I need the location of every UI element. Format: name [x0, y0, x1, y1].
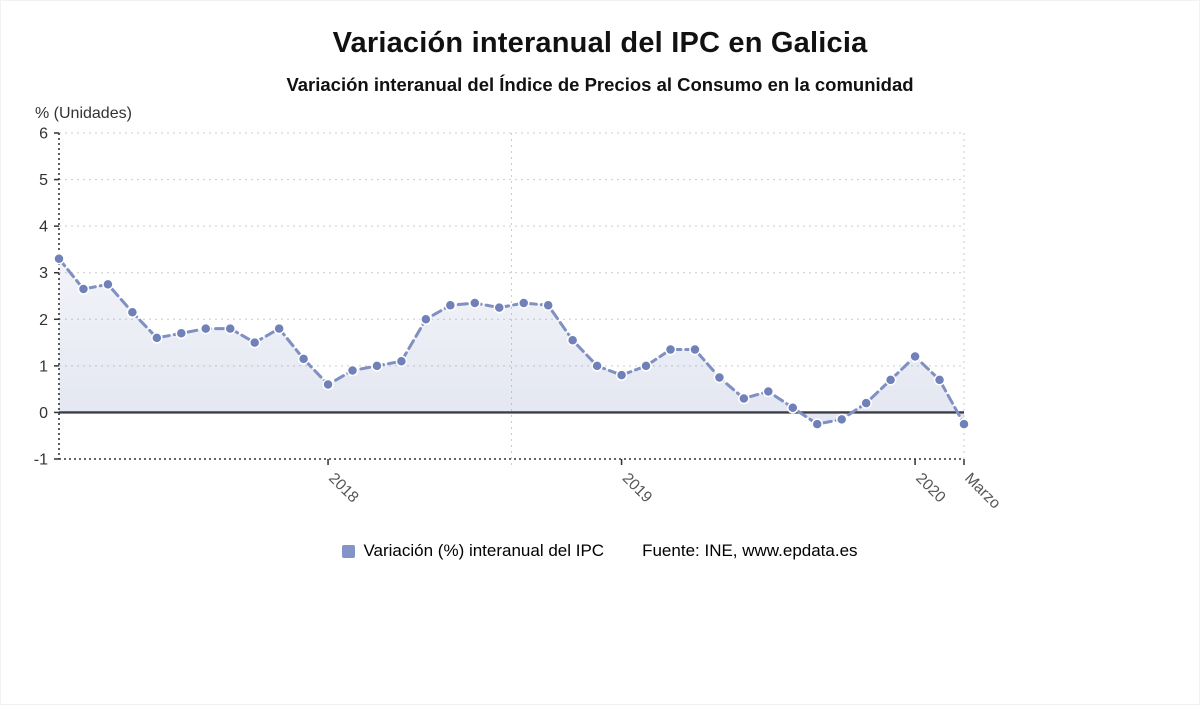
data-point-marker	[811, 418, 823, 430]
data-point-marker	[493, 301, 506, 314]
data-point-marker	[224, 322, 236, 335]
data-point-marker	[738, 392, 750, 405]
data-point-marker	[126, 306, 139, 319]
y-axis-unit-label: % (Unidades)	[35, 105, 132, 122]
x-axis-tick-label: Marzo	[961, 470, 1003, 512]
data-point-marker	[444, 299, 457, 312]
data-point-marker	[689, 343, 701, 356]
legend-marker-square-icon	[342, 544, 356, 558]
y-axis-tick-label: 2	[39, 312, 48, 329]
data-point-marker	[77, 283, 90, 295]
data-point-marker	[102, 278, 114, 291]
data-point-marker	[958, 418, 970, 430]
y-axis-tick-label: 5	[39, 172, 48, 189]
data-point-marker	[591, 360, 603, 372]
y-axis-tick-label: -1	[34, 452, 48, 469]
data-point-marker	[640, 360, 652, 372]
data-point-marker	[542, 299, 554, 312]
y-axis-tick-label: 0	[39, 405, 48, 422]
data-point-marker	[53, 252, 65, 265]
data-point-marker	[248, 336, 261, 349]
legend-item-ipc[interactable]: Variación (%) interanual del IPC	[342, 541, 604, 561]
chart-title: Variación interanual del IPC en Galicia	[332, 27, 868, 59]
data-point-marker	[884, 374, 897, 386]
data-point-marker	[322, 378, 334, 391]
data-point-marker	[371, 360, 383, 372]
data-point-marker	[762, 385, 775, 398]
source-attribution: Fuente: INE, www.epdata.es	[642, 541, 858, 560]
data-point-marker	[909, 350, 921, 363]
y-axis-tick-label: 1	[39, 358, 48, 375]
data-point-marker	[835, 413, 848, 426]
data-point-marker	[517, 297, 530, 309]
legend-row: Variación (%) interanual del IPC Fuente:…	[1, 541, 1199, 561]
chart-subtitle: Variación interanual del Índice de Preci…	[286, 74, 914, 95]
data-point-marker	[615, 369, 628, 381]
y-axis-tick-label: 6	[39, 126, 48, 143]
x-axis-tick-label: 2019	[619, 470, 655, 506]
data-point-marker	[273, 322, 285, 335]
data-point-marker	[713, 371, 726, 384]
data-point-marker	[566, 334, 579, 346]
x-axis-tick-label: 2020	[912, 470, 949, 507]
data-point-marker	[200, 322, 212, 335]
data-point-marker	[469, 297, 481, 309]
data-point-marker	[346, 364, 359, 377]
data-point-marker	[151, 332, 163, 344]
y-axis-tick-label: 3	[39, 265, 48, 282]
data-point-marker	[420, 313, 432, 326]
data-point-marker	[175, 327, 188, 340]
data-point-marker	[395, 355, 408, 367]
legend-label: Variación (%) interanual del IPC	[363, 541, 605, 560]
data-point-marker	[664, 343, 677, 356]
data-point-marker	[860, 397, 872, 409]
data-point-marker	[787, 402, 799, 414]
data-point-marker	[933, 374, 946, 386]
x-axis-tick-label: 2018	[325, 470, 361, 506]
data-point-marker	[297, 353, 310, 365]
y-axis-tick-label: 4	[39, 219, 48, 236]
